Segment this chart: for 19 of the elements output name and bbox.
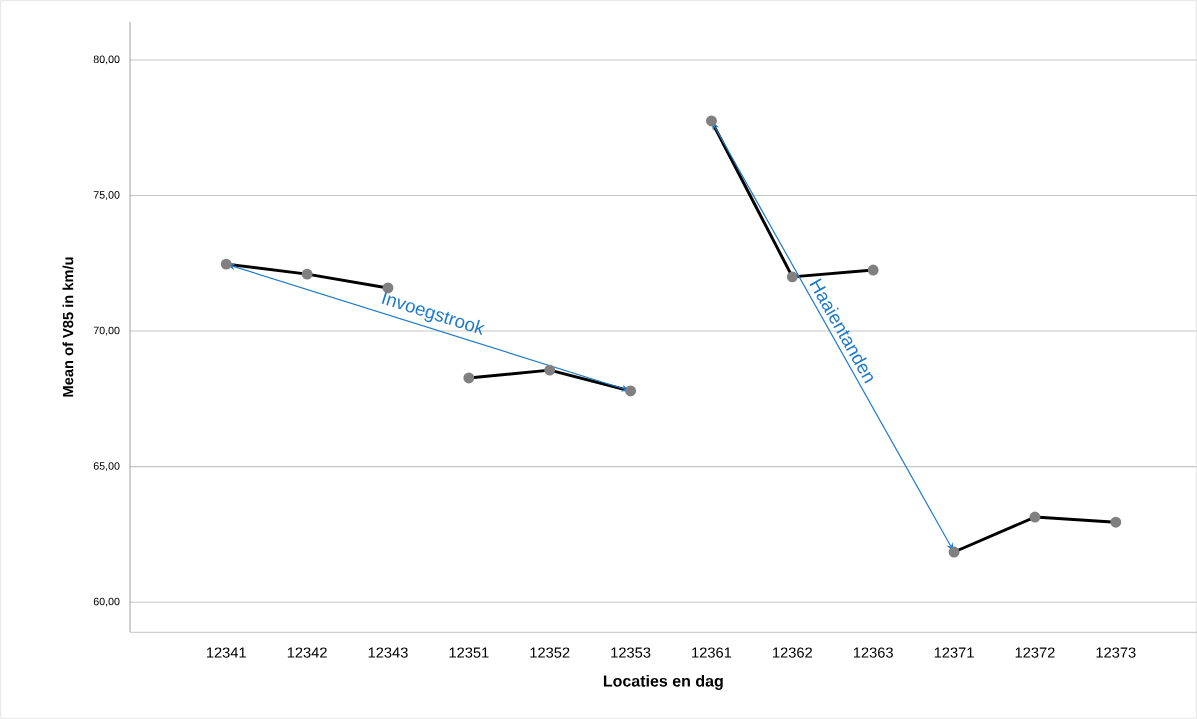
x-tick-label: 12343: [368, 647, 408, 658]
x-tick-label: 12371: [934, 647, 974, 658]
x-tick-label: 12351: [449, 647, 489, 658]
y-tick-label: 70,00: [93, 326, 120, 336]
x-tick-label: 12342: [287, 647, 327, 658]
x-tick-label: 12362: [773, 647, 812, 658]
y-tick-label: 80,00: [93, 55, 120, 65]
x-tick-label: 12373: [1096, 647, 1136, 658]
x-tick-label: 12353: [611, 647, 651, 658]
x-tick-label: 12372: [1015, 647, 1055, 658]
y-tick-label: 60,00: [93, 597, 120, 607]
y-axis-title: Mean of V85 in km/u: [62, 257, 74, 397]
x-tick-label: 12361: [692, 647, 732, 658]
x-tick-label: 12341: [206, 647, 246, 658]
y-tick-label: 75,00: [93, 191, 120, 200]
x-tick-label: 12352: [530, 647, 570, 658]
y-tick-label: 65,00: [93, 462, 120, 472]
x-tick-label: 12363: [853, 647, 893, 658]
x-axis-title: Locaties en dag: [603, 674, 723, 690]
